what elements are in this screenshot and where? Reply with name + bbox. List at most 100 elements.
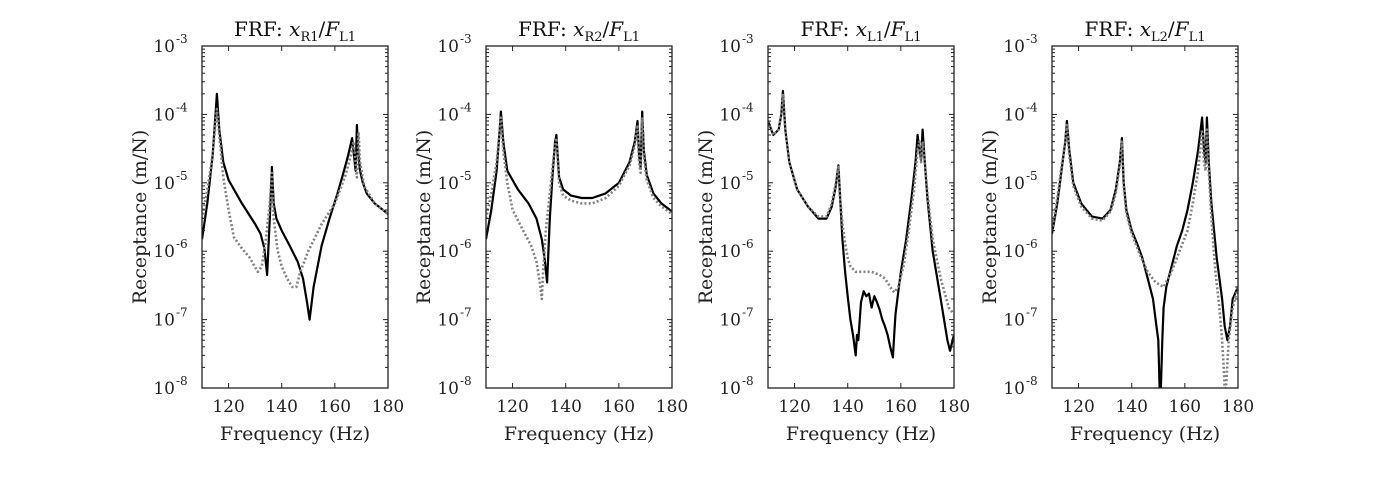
- title-den-sub: L1: [905, 30, 922, 45]
- x-tick-label: 160: [603, 397, 635, 417]
- y-tick-label: 10: [1003, 105, 1025, 125]
- y-tick-label: 10: [719, 174, 741, 194]
- title-den: F: [1174, 17, 1190, 41]
- y-tick-label: 10: [153, 37, 175, 57]
- chart-title: FRF: xL2/FL1: [1085, 17, 1206, 45]
- y-tick-label: 10: [437, 311, 459, 331]
- title-prefix: FRF:: [801, 17, 856, 41]
- y-tick-label: 10: [719, 105, 741, 125]
- y-tick-exponent: -4: [1026, 100, 1038, 114]
- x-axis-label: Frequency (Hz): [504, 423, 654, 445]
- title-num-sub: L2: [1151, 30, 1168, 45]
- y-axis-label: Receptance (m/N): [413, 130, 435, 305]
- y-axis-label: Receptance (m/N): [695, 130, 717, 305]
- title-num-sub: L1: [867, 30, 884, 45]
- series-model-line: [1052, 123, 1238, 388]
- y-tick-label: 10: [437, 105, 459, 125]
- series-measured-line: [202, 92, 388, 321]
- y-tick-label: 10: [153, 311, 175, 331]
- x-axis-label: Frequency (Hz): [786, 423, 936, 445]
- y-tick-exponent: -5: [742, 169, 754, 183]
- y-tick-label: 10: [153, 379, 175, 399]
- y-tick-label: 10: [153, 174, 175, 194]
- title-num-sub: R2: [584, 30, 602, 45]
- title-slash: /: [319, 17, 326, 41]
- x-tick-label: 160: [1169, 397, 1201, 417]
- plot-frame: [1051, 45, 1239, 389]
- y-tick-label: 10: [437, 379, 459, 399]
- title-slash: /: [603, 17, 610, 41]
- x-tick-label: 120: [1062, 397, 1094, 417]
- y-tick-label: 10: [719, 242, 741, 262]
- y-tick-label: 10: [1003, 242, 1025, 262]
- y-tick-exponent: -5: [1026, 169, 1038, 183]
- y-tick-exponent: -6: [460, 237, 472, 251]
- chart-title: FRF: xL1/FL1: [801, 17, 922, 45]
- y-tick-exponent: -3: [460, 32, 472, 46]
- x-tick-label: 140: [549, 397, 581, 417]
- x-axis-label: Frequency (Hz): [220, 423, 370, 445]
- title-prefix: FRF:: [518, 17, 573, 41]
- title-den: F: [608, 17, 624, 41]
- plot-frame: [485, 45, 673, 389]
- x-tick-label: 140: [1115, 397, 1147, 417]
- title-num: x: [1140, 17, 1151, 41]
- x-tick-label: 160: [885, 397, 917, 417]
- title-num-sub: R1: [300, 30, 318, 45]
- series-model-line: [768, 92, 954, 316]
- y-tick-exponent: -6: [1026, 237, 1038, 251]
- y-tick-label: 10: [437, 37, 459, 57]
- y-tick-exponent: -6: [742, 237, 754, 251]
- series-measured-line: [768, 89, 954, 359]
- title-prefix: FRF:: [234, 17, 289, 41]
- y-tick-exponent: -7: [460, 306, 472, 320]
- title-den-sub: L1: [1189, 30, 1206, 45]
- y-tick-exponent: -3: [1026, 32, 1038, 46]
- x-tick-label: 180: [938, 397, 970, 417]
- title-num: x: [289, 17, 300, 41]
- y-tick-label: 10: [1003, 379, 1025, 399]
- chart-title: FRF: xR1/FL1: [234, 17, 356, 45]
- y-tick-exponent: -7: [1026, 306, 1038, 320]
- title-den-sub: L1: [339, 30, 356, 45]
- x-tick-label: 120: [778, 397, 810, 417]
- y-tick-label: 10: [719, 37, 741, 57]
- title-num: x: [856, 17, 867, 41]
- y-tick-exponent: -3: [742, 32, 754, 46]
- y-tick-exponent: -5: [460, 169, 472, 183]
- title-den-sub: L1: [623, 30, 640, 45]
- y-tick-label: 10: [437, 242, 459, 262]
- series-model-line: [202, 107, 388, 289]
- title-den: F: [890, 17, 906, 41]
- plot-frame: [767, 45, 955, 389]
- y-tick-exponent: -4: [176, 100, 188, 114]
- x-tick-label: 180: [372, 397, 404, 417]
- x-tick-label: 140: [831, 397, 863, 417]
- title-num: x: [573, 17, 584, 41]
- y-tick-exponent: -8: [460, 374, 472, 388]
- y-axis-label: Receptance (m/N): [129, 130, 151, 305]
- y-tick-label: 10: [1003, 37, 1025, 57]
- y-tick-exponent: -4: [460, 100, 472, 114]
- series-measured-line: [1052, 116, 1238, 388]
- title-slash: /: [1168, 17, 1175, 41]
- y-tick-label: 10: [153, 242, 175, 262]
- y-tick-exponent: -6: [176, 237, 188, 251]
- plot-frame: [201, 45, 389, 389]
- y-tick-label: 10: [153, 105, 175, 125]
- y-tick-label: 10: [719, 379, 741, 399]
- y-tick-exponent: -5: [176, 169, 188, 183]
- title-den: F: [324, 17, 340, 41]
- x-tick-label: 180: [1222, 397, 1254, 417]
- y-tick-exponent: -3: [176, 32, 188, 46]
- title-slash: /: [884, 17, 891, 41]
- x-tick-label: 160: [319, 397, 351, 417]
- y-tick-label: 10: [437, 174, 459, 194]
- y-axis-label: Receptance (m/N): [979, 130, 1001, 305]
- x-tick-label: 120: [496, 397, 528, 417]
